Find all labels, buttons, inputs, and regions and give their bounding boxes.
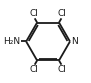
Text: Cl: Cl [57, 65, 66, 74]
Text: H₂N: H₂N [3, 37, 20, 46]
Text: Cl: Cl [30, 9, 39, 18]
Text: Cl: Cl [57, 9, 66, 18]
Text: N: N [72, 37, 78, 46]
Text: Cl: Cl [30, 65, 39, 74]
